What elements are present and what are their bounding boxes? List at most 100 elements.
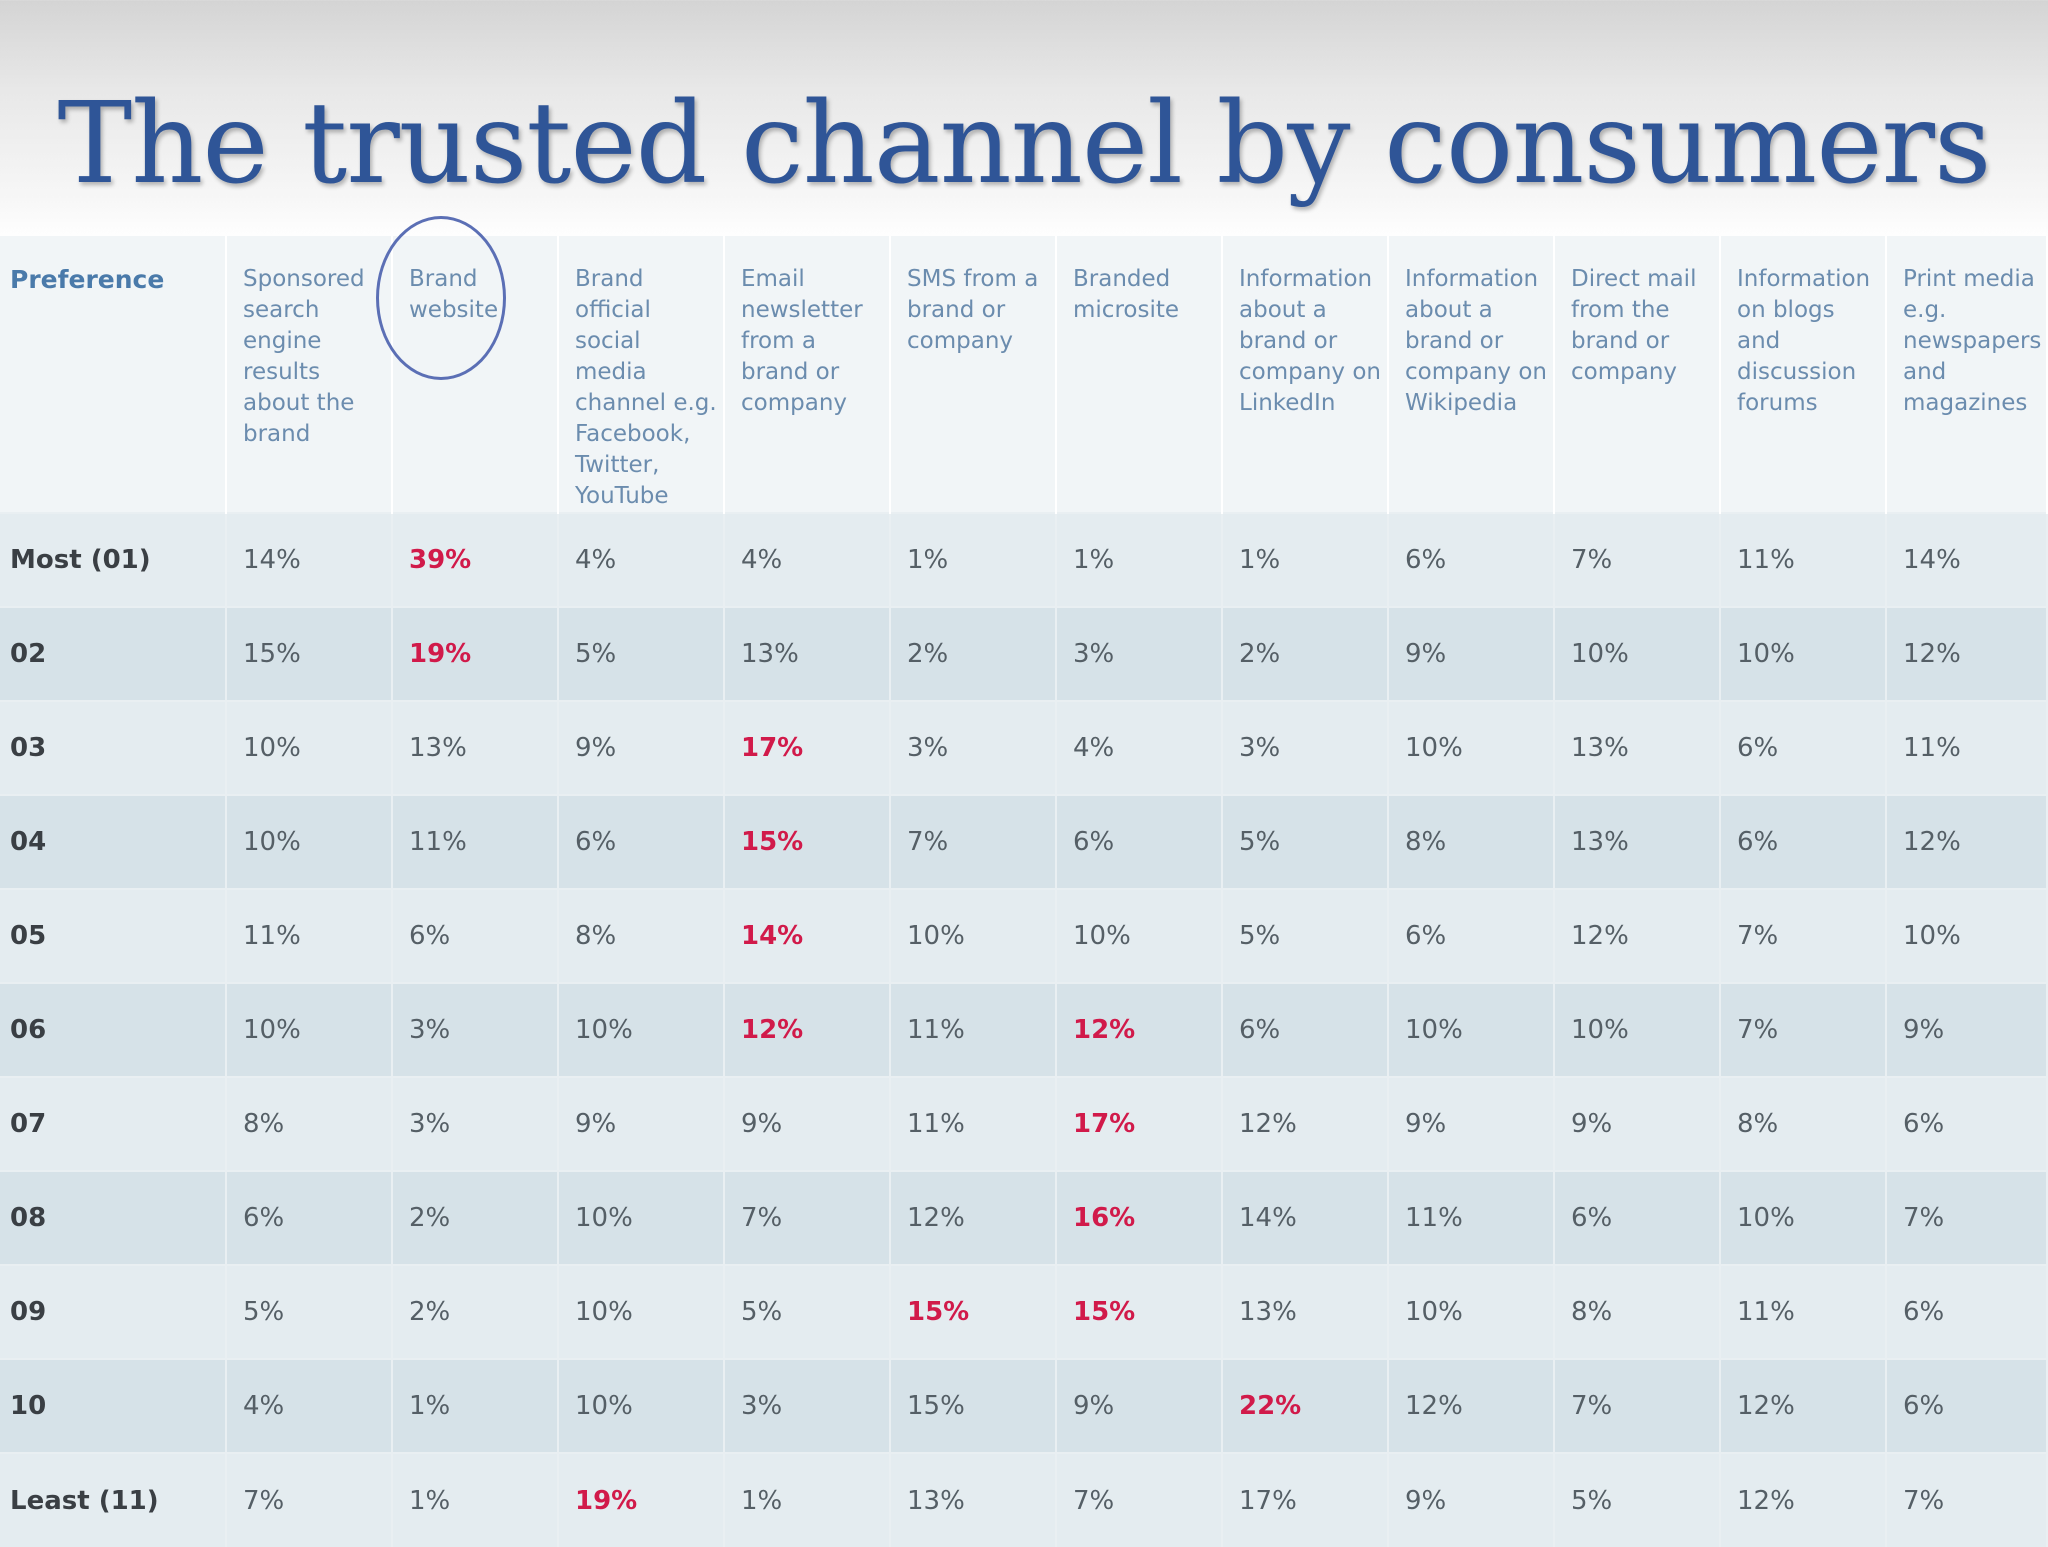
table-cell: 1% — [890, 512, 1057, 607]
table-cell: 7% — [1886, 1452, 2048, 1547]
table-cell: 12% — [1222, 1076, 1389, 1171]
table-cell: 4% — [226, 1358, 393, 1453]
table-cell-highlighted: 17% — [724, 700, 891, 795]
table-cell: 3% — [1056, 606, 1223, 701]
table-cell: 7% — [1886, 1170, 2048, 1265]
table-cell: 7% — [1056, 1452, 1223, 1547]
table-cell: 15% — [890, 1358, 1057, 1453]
table-cell: 7% — [724, 1170, 891, 1265]
table-cell: 12% — [1886, 606, 2048, 701]
table-cell: 6% — [1886, 1076, 2048, 1171]
table-cell: 8% — [1388, 794, 1555, 889]
table-cell: 6% — [392, 888, 559, 983]
column-header-preference: Preference — [0, 236, 227, 513]
table-cell: 11% — [890, 1076, 1057, 1171]
table-cell: 10% — [226, 794, 393, 889]
table-cell: 9% — [1886, 982, 2048, 1077]
row-label: 10 — [0, 1358, 227, 1453]
table-cell-highlighted: 12% — [724, 982, 891, 1077]
table-cell: 6% — [226, 1170, 393, 1265]
table-cell-highlighted: 12% — [1056, 982, 1223, 1077]
table-row: 09 5% 2% 10% 5% 15% 15% 13% 10% 8% 11% 6% — [0, 1264, 2048, 1359]
row-label: Most (01) — [0, 512, 227, 607]
table-cell: 7% — [1720, 888, 1887, 983]
table-cell: 13% — [392, 700, 559, 795]
table-cell: 6% — [1886, 1358, 2048, 1453]
table-row: 04 10% 11% 6% 15% 7% 6% 5% 8% 13% 6% 12% — [0, 794, 2048, 889]
table-cell: 9% — [724, 1076, 891, 1171]
table-row: Least (11) 7% 1% 19% 1% 13% 7% 17% 9% 5% 12% 7% — [0, 1452, 2048, 1547]
column-header: SMS from a brand or company — [890, 236, 1057, 513]
table-cell: 10% — [558, 1358, 725, 1453]
table-cell: 1% — [1056, 512, 1223, 607]
table-cell: 6% — [558, 794, 725, 889]
table-row: 08 6% 2% 10% 7% 12% 16% 14% 11% 6% 10% 7% — [0, 1170, 2048, 1265]
table-cell: 11% — [1720, 1264, 1887, 1359]
table-cell: 13% — [890, 1452, 1057, 1547]
table-cell: 13% — [1222, 1264, 1389, 1359]
table-cell-highlighted: 17% — [1056, 1076, 1223, 1171]
row-label: 07 — [0, 1076, 227, 1171]
table-cell: 12% — [1720, 1358, 1887, 1453]
table-cell: 10% — [1886, 888, 2048, 983]
table-cell: 11% — [392, 794, 559, 889]
column-header: Information on blogs and discussion foru… — [1720, 236, 1887, 513]
table-cell: 12% — [890, 1170, 1057, 1265]
column-header: Sponsored search engine results about th… — [226, 236, 393, 513]
table-cell: 10% — [226, 982, 393, 1077]
table-cell: 11% — [1388, 1170, 1555, 1265]
table-cell: 6% — [1222, 982, 1389, 1077]
table-cell: 14% — [226, 512, 393, 607]
column-header: Direct mail from the brand or company — [1554, 236, 1721, 513]
table-cell: 7% — [890, 794, 1057, 889]
column-header: Print media e.g. newspapers and magazine… — [1886, 236, 2048, 513]
row-label: 04 — [0, 794, 227, 889]
table-cell: 4% — [724, 512, 891, 607]
table-cell: 2% — [392, 1170, 559, 1265]
table-cell: 10% — [1554, 606, 1721, 701]
column-header: Brand official social media channel e.g.… — [558, 236, 725, 513]
row-label: 06 — [0, 982, 227, 1077]
table-cell: 11% — [1886, 700, 2048, 795]
table-cell: 1% — [392, 1358, 559, 1453]
table-cell: 10% — [558, 1170, 725, 1265]
table-cell: 7% — [1554, 512, 1721, 607]
table-cell-highlighted: 19% — [392, 606, 559, 701]
table-cell: 3% — [890, 700, 1057, 795]
table-cell: 10% — [1720, 606, 1887, 701]
table-cell: 5% — [226, 1264, 393, 1359]
table-cell: 6% — [1056, 794, 1223, 889]
table-cell: 10% — [1056, 888, 1223, 983]
table-cell: 8% — [558, 888, 725, 983]
table-cell: 15% — [226, 606, 393, 701]
table-cell: 13% — [1554, 700, 1721, 795]
table-cell: 4% — [558, 512, 725, 607]
table-cell: 3% — [1222, 700, 1389, 795]
table-cell: 17% — [1222, 1452, 1389, 1547]
table-cell: 9% — [1388, 606, 1555, 701]
table-cell: 1% — [724, 1452, 891, 1547]
table-cell: 10% — [226, 700, 393, 795]
table-cell: 7% — [1554, 1358, 1721, 1453]
table-body: Most (01) 14% 39% 4% 4% 1% 1% 1% 6% 7% 11% 14% 02 15%… — [0, 512, 2048, 1547]
table-cell: 6% — [1720, 700, 1887, 795]
column-header: Branded microsite — [1056, 236, 1223, 513]
table-cell: 5% — [1554, 1452, 1721, 1547]
table-cell: 3% — [724, 1358, 891, 1453]
table-cell: 5% — [558, 606, 725, 701]
table-cell: 14% — [1886, 512, 2048, 607]
table-cell: 6% — [1886, 1264, 2048, 1359]
table-cell: 10% — [1554, 982, 1721, 1077]
row-label: 09 — [0, 1264, 227, 1359]
table-cell: 2% — [392, 1264, 559, 1359]
trust-table-container: Preference Sponsored search engine resul… — [0, 236, 2048, 1547]
table-cell-highlighted: 19% — [558, 1452, 725, 1547]
table-cell-highlighted: 15% — [890, 1264, 1057, 1359]
table-cell: 12% — [1554, 888, 1721, 983]
table-cell: 7% — [226, 1452, 393, 1547]
table-cell: 7% — [1720, 982, 1887, 1077]
table-cell-highlighted: 16% — [1056, 1170, 1223, 1265]
table-cell: 2% — [1222, 606, 1389, 701]
table-cell: 10% — [558, 982, 725, 1077]
table-cell-highlighted: 15% — [1056, 1264, 1223, 1359]
